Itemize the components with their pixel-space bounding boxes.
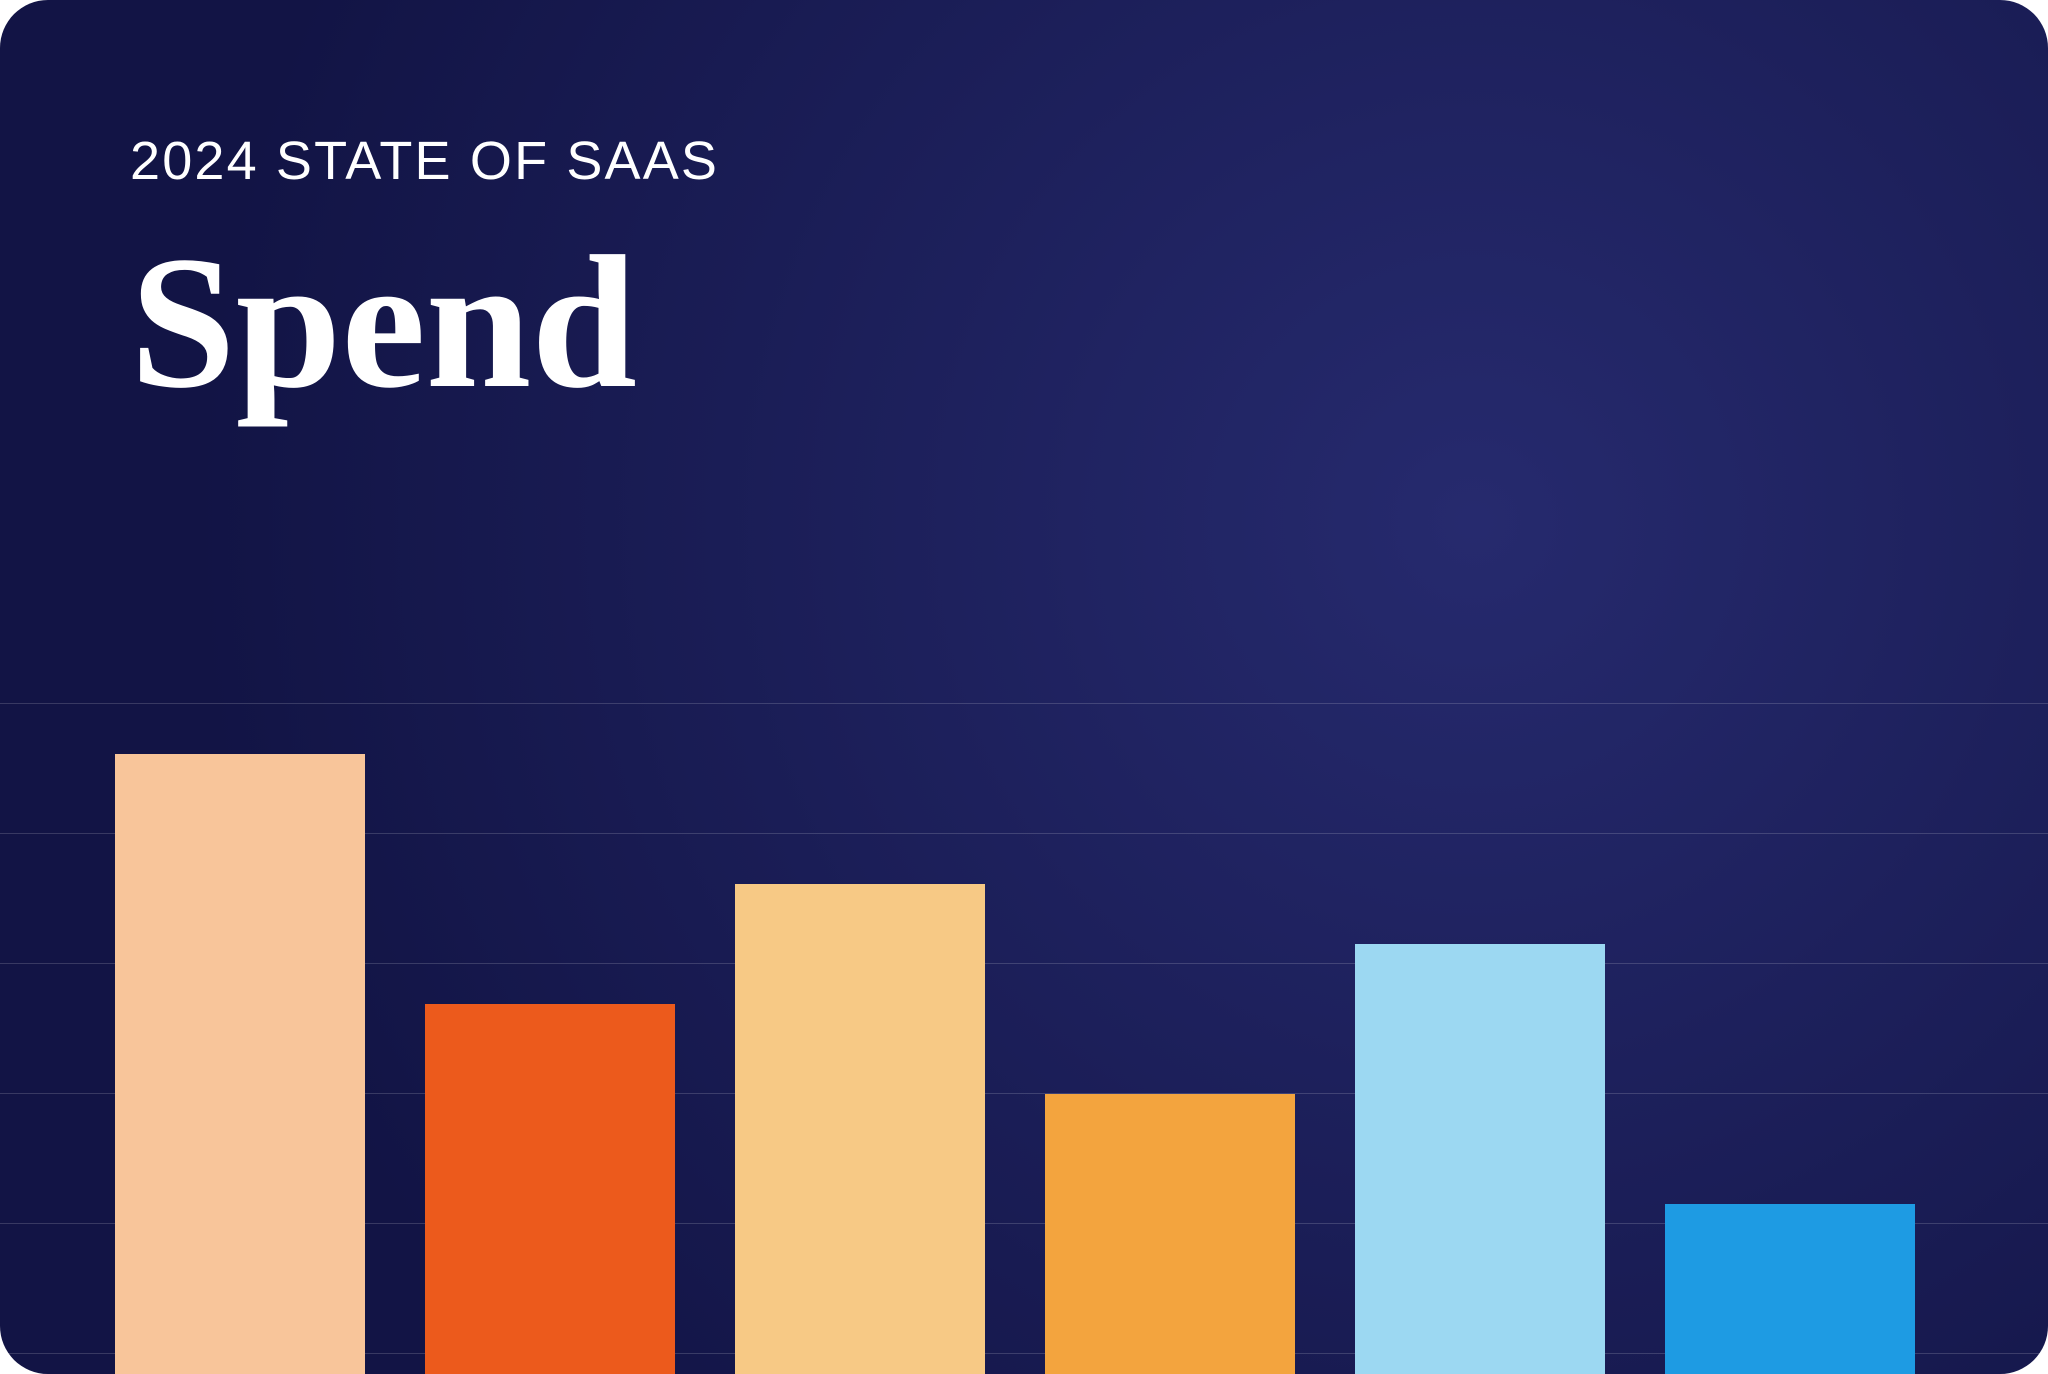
chart-gridline bbox=[0, 703, 2048, 704]
chart-bar bbox=[1045, 1094, 1295, 1374]
chart-bar bbox=[1355, 944, 1605, 1374]
chart-bars bbox=[0, 754, 2048, 1374]
header-block: 2024 STATE OF SAAS Spend bbox=[130, 130, 719, 418]
infographic-card: 2024 STATE OF SAAS Spend bbox=[0, 0, 2048, 1374]
header-subtitle: 2024 STATE OF SAAS bbox=[130, 130, 719, 192]
bar-chart bbox=[0, 674, 2048, 1374]
header-title: Spend bbox=[130, 228, 719, 418]
chart-bar bbox=[1665, 1204, 1915, 1374]
chart-bar bbox=[735, 884, 985, 1374]
chart-bar bbox=[115, 754, 365, 1374]
chart-bar bbox=[425, 1004, 675, 1374]
